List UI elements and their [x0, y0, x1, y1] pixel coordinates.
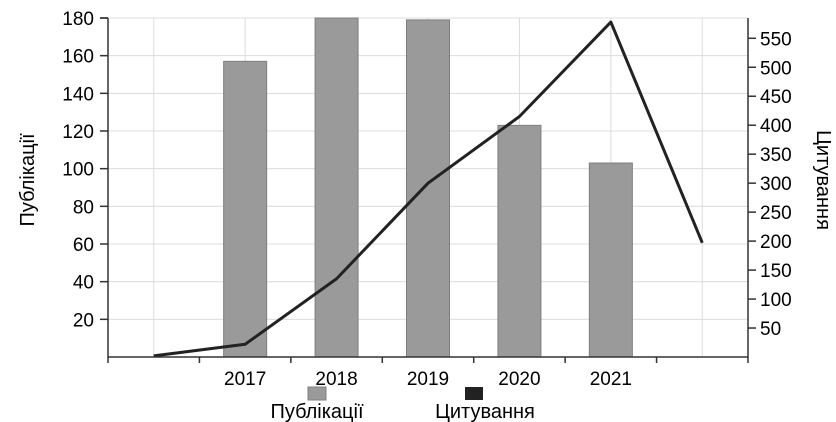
bar-2020: [497, 124, 542, 358]
bar-2019: [406, 19, 450, 358]
right-tick-label: 400: [760, 116, 792, 137]
legend-swatch-citations: [465, 387, 483, 400]
x-tick-label: 2021: [590, 369, 632, 390]
left-tick-label: 140: [62, 84, 94, 105]
bar-2018: [314, 17, 359, 358]
right-tick-label: 100: [760, 290, 792, 311]
right-axis-title: Цитування: [812, 130, 834, 230]
right-tick-label: 200: [760, 232, 792, 253]
x-tick-labels: 2017 2018 2019 2020 2021: [224, 369, 632, 390]
left-tick-labels: 20 40 60 80 100 120 140 160 180: [62, 9, 94, 331]
right-tick-label: 500: [760, 58, 792, 79]
x-tick-label: 2017: [224, 369, 266, 390]
citations-line: [153, 20, 704, 358]
bar-2017: [223, 60, 268, 358]
right-tick-label: 250: [760, 203, 792, 224]
left-tick-label: 80: [73, 197, 94, 218]
right-tick-label: 450: [760, 87, 792, 108]
right-tick-labels: 50 100 150 200 250 300 350 400 450 500 550: [760, 29, 792, 340]
legend-label-publications: Публікації: [270, 401, 363, 422]
right-tick-label: 150: [760, 261, 792, 282]
left-tick-label: 120: [62, 122, 94, 143]
axes: [100, 17, 756, 363]
left-tick-label: 160: [62, 47, 94, 68]
left-tick-label: 40: [73, 273, 94, 294]
x-tick-label: 2020: [498, 369, 540, 390]
left-tick-label: 100: [62, 160, 94, 181]
bars: [223, 17, 633, 358]
left-tick-label: 180: [62, 9, 94, 30]
legend-label-citations: Цитування: [435, 401, 535, 422]
right-tick-label: 300: [760, 174, 792, 195]
right-tick-label: 550: [760, 29, 792, 50]
x-tick-label: 2019: [407, 369, 449, 390]
legend: Публікації Цитування: [270, 386, 535, 422]
line-series: [153, 20, 704, 358]
bar-2021: [588, 162, 633, 358]
left-tick-label: 60: [73, 235, 94, 256]
right-tick-label: 50: [760, 319, 781, 340]
left-axis-title: Публікації: [17, 133, 39, 226]
left-tick-label: 20: [73, 310, 94, 331]
right-tick-label: 350: [760, 145, 792, 166]
legend-swatch-publications: [307, 386, 327, 401]
x-tick-label: 2018: [315, 369, 357, 390]
